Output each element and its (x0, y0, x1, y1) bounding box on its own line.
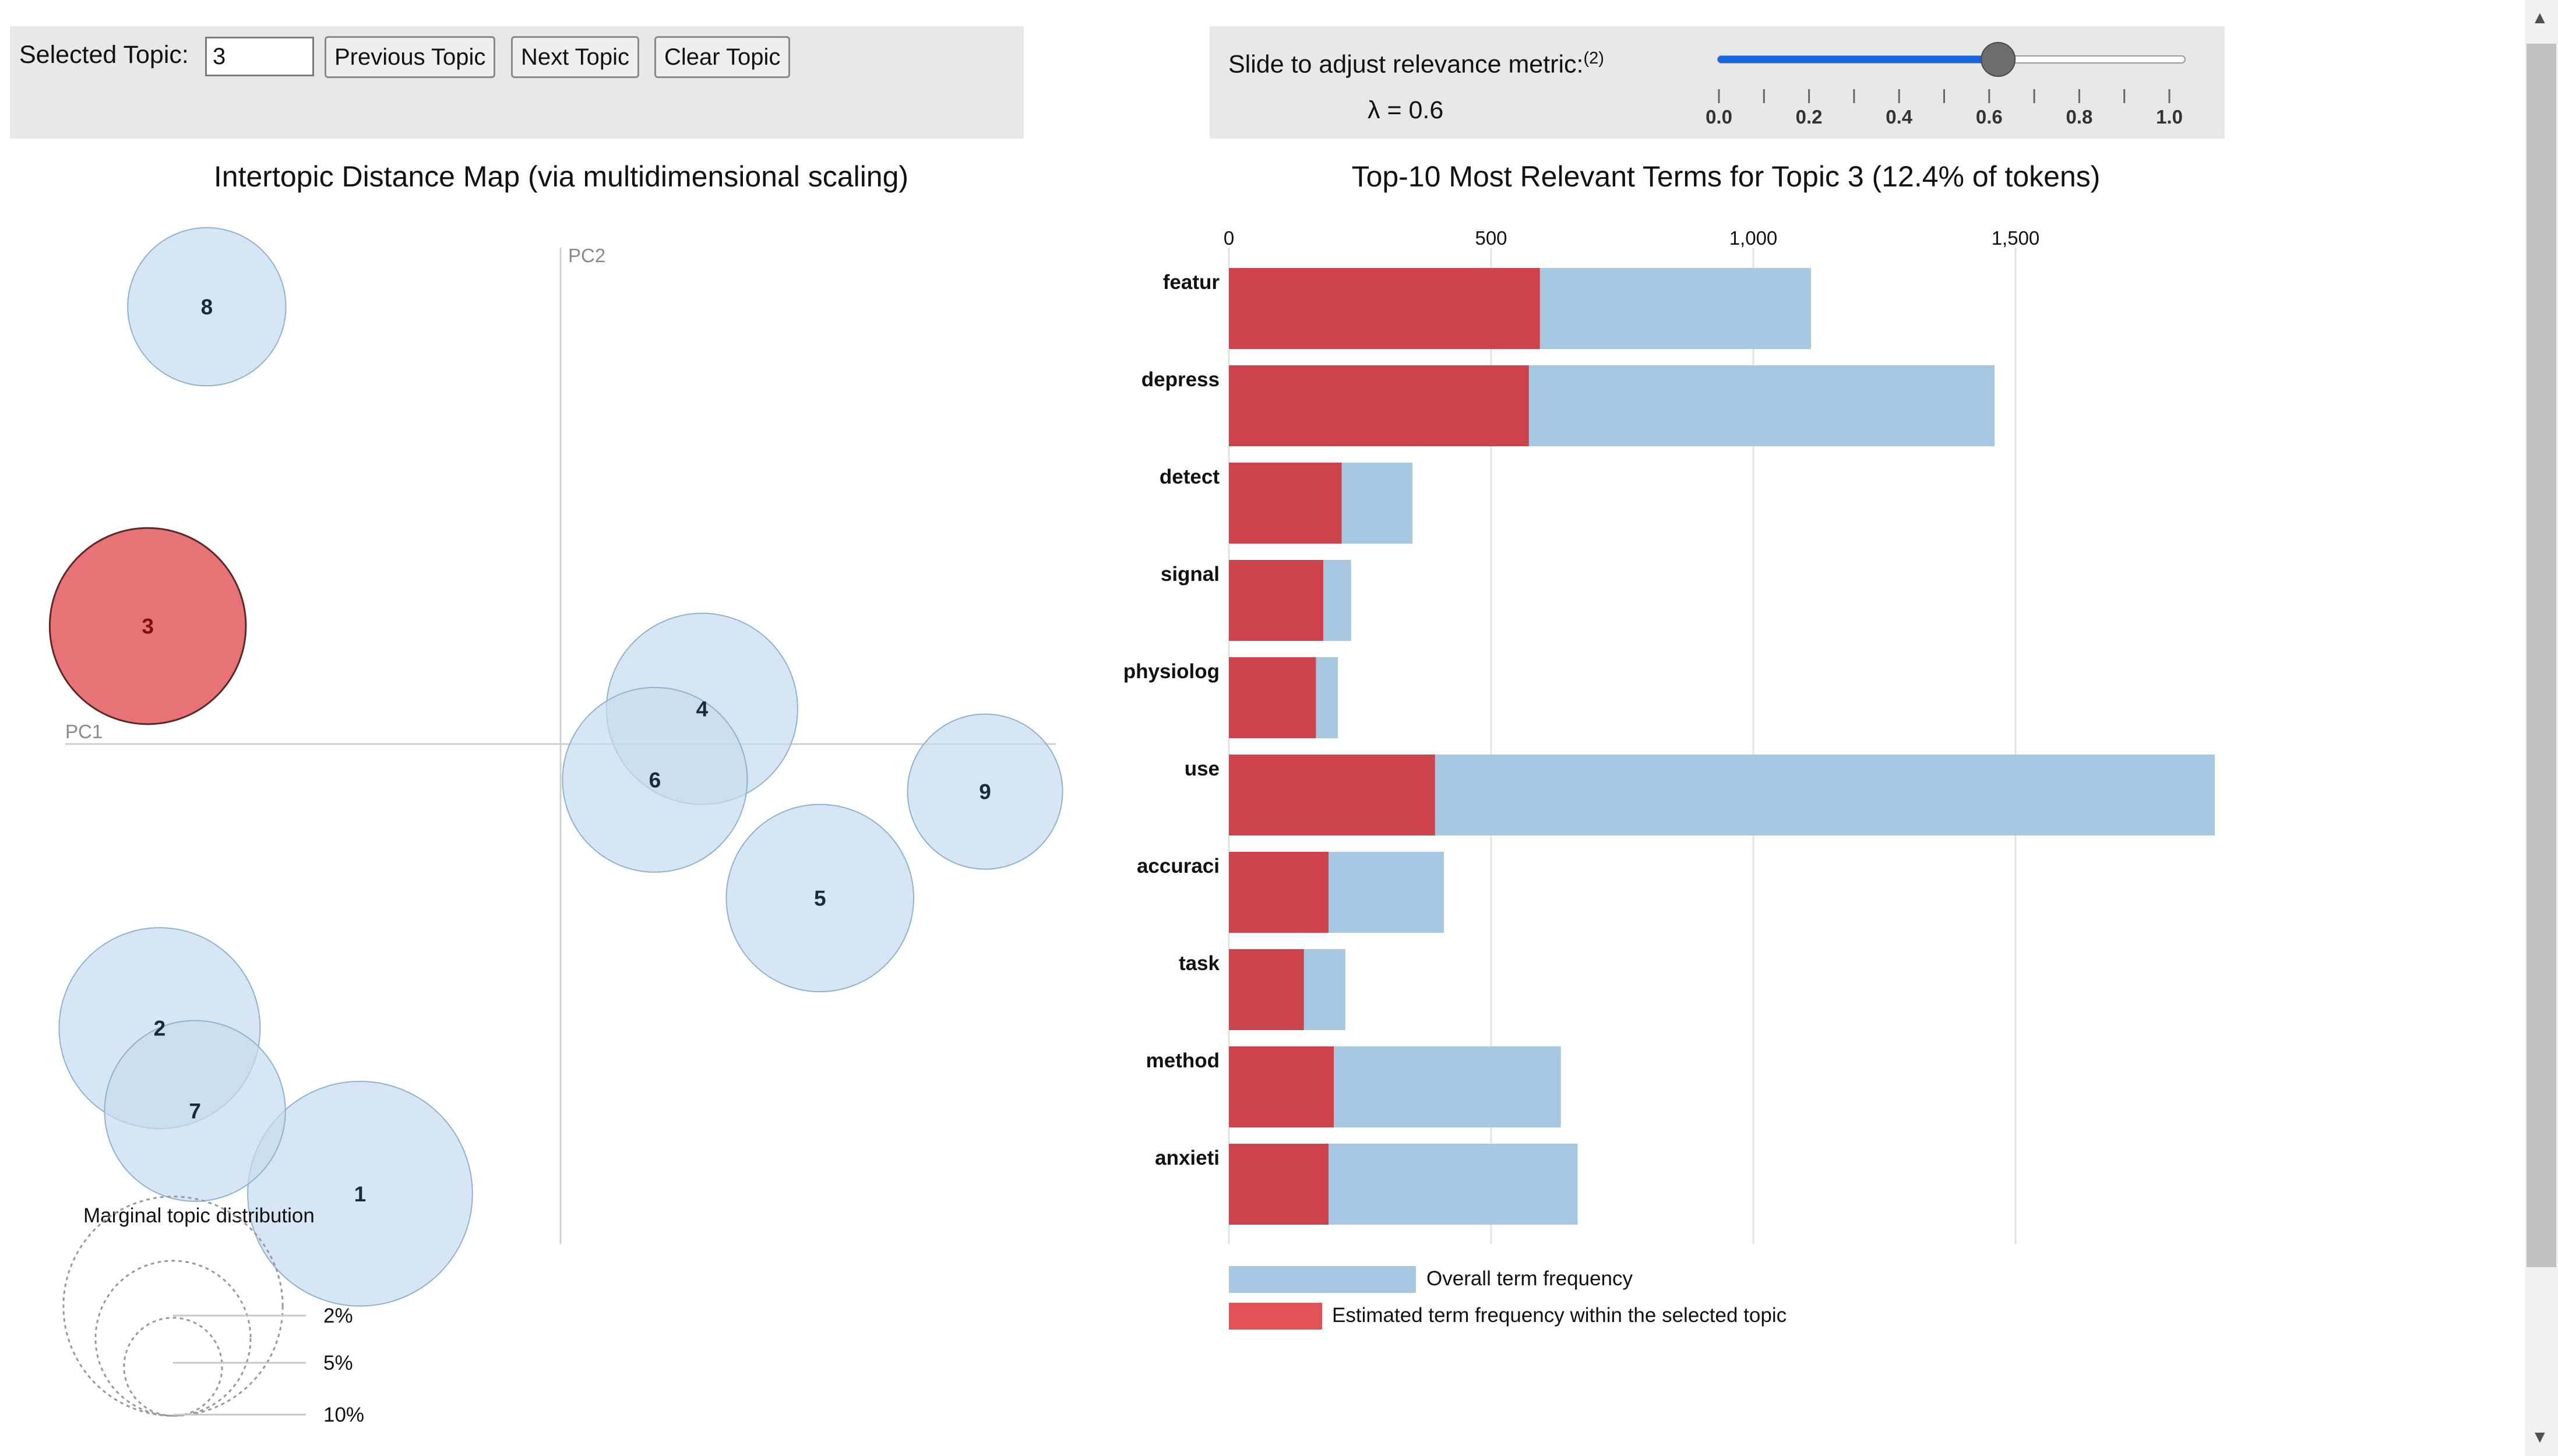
topic-bar-anxieti[interactable] (1229, 1144, 1329, 1225)
topic-bar-detect[interactable] (1229, 463, 1342, 544)
legend-topic-label: Estimated term frequency within the sele… (1332, 1304, 1787, 1327)
marginal-legend-title: Marginal topic distribution (83, 1204, 315, 1227)
footnote-marker: (2) (1583, 49, 1604, 68)
x-tick-label: 1,000 (1729, 227, 1778, 249)
term-label-use[interactable]: use (1185, 757, 1220, 780)
marginal-legend-circle (94, 1260, 252, 1417)
topic-bar-task[interactable] (1229, 949, 1304, 1030)
topic-circle-label: 7 (189, 1099, 201, 1123)
topic-circle-label: 5 (814, 886, 826, 910)
selected-topic-input[interactable] (205, 37, 314, 76)
slider-tick-label: 0.8 (2066, 106, 2092, 128)
topic-circle-label: 8 (201, 295, 213, 319)
scroll-up-arrow-icon[interactable]: ▲ (2531, 8, 2549, 27)
lambda-value-text: λ = 0.6 (1368, 96, 1444, 124)
slider-handle[interactable] (1981, 42, 2016, 77)
term-labels: featur depress detect signal physiolog use acc… (1123, 271, 1220, 1169)
term-label-physiolog[interactable]: physiolog (1123, 660, 1220, 683)
term-label-anxieti[interactable]: anxieti (1155, 1147, 1220, 1169)
topic-circle-5[interactable] (725, 803, 914, 993)
pc2-axis-label: PC2 (568, 245, 605, 266)
marginal-topic-legend: Marginal topic distribution 2% 5% 10% (62, 1196, 364, 1426)
topic-circle-label: 1 (354, 1182, 367, 1206)
x-tick-label: 500 (1475, 227, 1507, 249)
topic-circle-9[interactable] (907, 713, 1063, 870)
slider-tick-label: 1.0 (2156, 106, 2183, 128)
topic-circle-1[interactable] (247, 1081, 473, 1307)
intertopic-distance-map: Intertopic Distance Map (via multidimens… (48, 160, 1063, 1426)
topic-circle-7[interactable] (104, 1020, 286, 1202)
topic-bar-accuraci[interactable] (1229, 852, 1329, 933)
term-label-featur[interactable]: featur (1163, 271, 1220, 294)
topic-circle-label: 3 (142, 615, 154, 639)
relevance-slider-label: Slide to adjust relevance metric:(2) (1228, 49, 1604, 79)
slider-axis: 0.0 0.2 0.4 0.6 0.8 1.0 (1706, 89, 2183, 128)
topic-bar-signal[interactable] (1229, 560, 1323, 641)
topic-circles: 1 2 3 4 5 6 7 8 9 (48, 227, 1063, 1307)
clear-topic-button[interactable]: Clear Topic (654, 36, 791, 78)
marginal-legend-label: 10% (323, 1404, 364, 1426)
topic-bar-depress[interactable] (1229, 365, 1529, 446)
slider-tick-label: 0.2 (1796, 106, 1823, 128)
topic-bar-featur[interactable] (1229, 268, 1540, 349)
slider-tick-label: 0.6 (1976, 106, 2003, 128)
slider-tick-label: 0.0 (1706, 106, 1732, 128)
topic-circle-6[interactable] (562, 686, 748, 873)
relevance-slider[interactable]: 0.0 0.2 0.4 0.6 0.8 1.0 (1690, 32, 2214, 137)
scroll-down-arrow-icon[interactable]: ▼ (2531, 1427, 2549, 1447)
x-tick-label: 0 (1224, 227, 1234, 249)
topic-bar-method[interactable] (1229, 1046, 1334, 1127)
topic-bar-physiolog[interactable] (1229, 657, 1316, 738)
marginal-legend-circle (123, 1317, 223, 1417)
legend-overall-label: Overall term frequency (1426, 1267, 1633, 1290)
relevance-control-panel (1210, 26, 2225, 139)
slider-fill (1718, 56, 1999, 63)
term-label-detect[interactable]: detect (1160, 466, 1220, 488)
term-label-signal[interactable]: signal (1161, 563, 1220, 586)
topic-circle-8[interactable] (127, 227, 287, 387)
x-tick-label: 1,500 (1992, 227, 2040, 249)
term-label-accuraci[interactable]: accuraci (1137, 855, 1220, 877)
marginal-legend-label: 5% (323, 1352, 353, 1374)
topic-circle-3[interactable] (48, 527, 247, 725)
topic-circle-label: 6 (649, 768, 661, 792)
bar-legend: Overall term frequency Estimated term fr… (1229, 1266, 1787, 1330)
pc1-axis-label: PC1 (65, 721, 103, 742)
legend-overall-swatch (1229, 1266, 1416, 1293)
term-label-method[interactable]: method (1146, 1049, 1220, 1072)
previous-topic-button[interactable]: Previous Topic (325, 36, 496, 78)
top-terms-bar-chart: Top-10 Most Relevant Terms for Topic 3 (… (1123, 160, 2215, 1330)
marginal-legend-label: 2% (323, 1305, 353, 1327)
scrollbar-thumb[interactable] (2527, 44, 2556, 1267)
topic-circle-label: 2 (154, 1017, 166, 1041)
topic-bar-use[interactable] (1229, 755, 1435, 835)
topic-circle-label: 9 (979, 780, 991, 804)
bar-x-axis: 0 500 1,000 1,500 (1224, 227, 2039, 249)
bar-chart-title: Top-10 Most Relevant Terms for Topic 3 (… (1352, 160, 2101, 193)
term-bars (1229, 268, 2215, 1225)
next-topic-button[interactable]: Next Topic (511, 36, 640, 78)
marginal-legend-circle (62, 1196, 284, 1417)
selected-topic-label: Selected Topic: (19, 41, 189, 69)
topic-circle-label: 4 (696, 697, 709, 721)
legend-topic-swatch (1229, 1303, 1322, 1330)
slider-tick-label: 0.4 (1886, 106, 1913, 128)
term-label-task[interactable]: task (1179, 952, 1220, 975)
term-label-depress[interactable]: depress (1141, 368, 1220, 391)
map-title: Intertopic Distance Map (via multidimens… (214, 160, 908, 193)
